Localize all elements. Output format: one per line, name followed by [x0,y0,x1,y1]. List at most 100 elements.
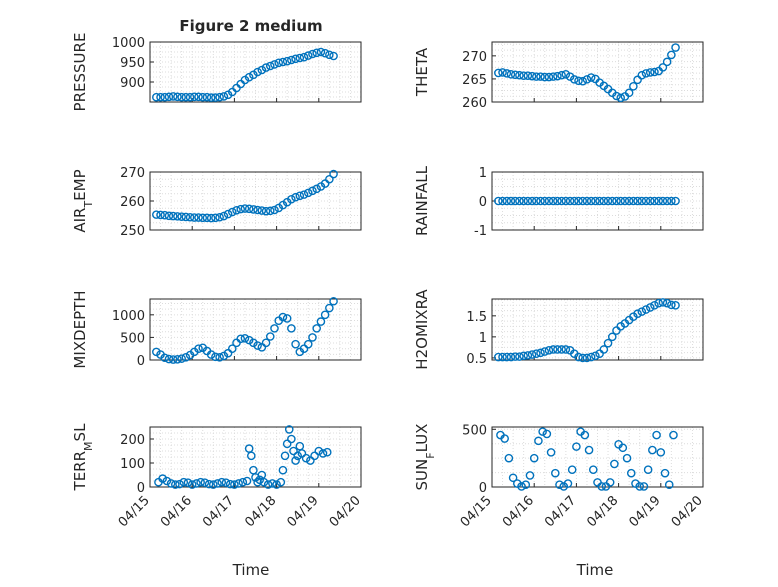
y-tick-label: 0 [137,354,145,369]
data-point [295,191,305,201]
data-point [641,69,651,78]
data-point [643,465,653,474]
data-point [325,50,334,60]
y-axis-label-subscript: M [82,441,95,451]
y-tick-label: 1 [479,166,487,181]
data-point [325,303,334,313]
data-point [582,353,592,363]
data-point [257,206,267,215]
data-point [654,196,663,206]
data-point [242,476,252,486]
data-point [538,427,547,436]
data-point [515,70,524,80]
data-point [219,351,229,361]
subplot-1: 900 950 1000 PRESSURE [71,33,362,111]
y-tick-label: 1 [479,331,487,346]
data-point [227,344,237,354]
data-point [287,55,296,65]
data-point [500,434,509,443]
y-axis-label: SUNFLUX [413,424,437,491]
data-point [249,338,258,348]
data-point [605,478,615,487]
data-point [569,75,579,84]
data-point [671,196,680,206]
data-point [574,76,583,86]
data-point [192,479,201,488]
data-point [517,482,526,491]
data-point [523,196,533,206]
data-point [289,446,298,456]
data-point [215,352,224,362]
data-point [152,210,161,219]
data-point [544,72,554,82]
data-point [591,196,600,206]
data-point [206,213,216,223]
data-point [664,480,674,489]
data-point [310,451,319,461]
y-tick-label: 100 [120,457,145,472]
data-point [223,348,233,358]
x-tick-label: 04/15 [458,493,495,530]
data-point [508,473,518,483]
data-point [253,205,262,215]
y-tick-label: 200 [120,433,145,448]
data-point [652,430,661,440]
y-axis-label-part: SUN [413,459,431,491]
data-point [580,430,590,440]
data-point [236,334,246,344]
data-point [234,479,243,488]
data-point [624,88,634,98]
data-point [225,479,235,489]
y-tick-label: 270 [462,50,487,65]
data-point [536,348,545,358]
data-point [498,68,507,77]
data-point [221,478,231,487]
data-point [312,48,321,58]
data-point [268,479,277,488]
y-axis-label-part: AIR [71,208,89,233]
axes-frame [149,426,362,488]
y-tick-label: 950 [120,56,145,71]
data-point [588,465,598,474]
data-point [658,63,668,72]
y-tick-label: 900 [120,76,145,91]
data-point [667,50,676,60]
subplot-7: 0 100 200 04/15 04/16 04/17 04/18 04/19 04/20 TER… [71,423,364,530]
data-point [240,334,250,343]
y-axis-label: MIXDEPTH [71,290,89,368]
data-point [584,445,594,455]
data-point [316,317,326,326]
data-point [297,449,307,458]
data-point [553,71,562,81]
data-point [179,477,189,487]
data-point [546,448,556,457]
data-point [633,309,642,319]
data-point [299,52,309,62]
data-point [196,477,205,487]
data-point [557,196,566,206]
data-point [527,350,537,359]
data-point [282,56,292,66]
data-point [650,301,659,310]
data-point [257,343,267,352]
data-point [162,476,172,486]
axes-frame [149,41,362,103]
data-point [314,446,324,456]
data-point [312,184,321,194]
y-tick-label: -1 [474,224,487,239]
data-point [563,479,573,488]
data-point [265,332,275,341]
data-point [662,57,672,67]
data-point [504,453,514,463]
data-point [540,196,550,206]
data-point [291,192,300,202]
data-point [287,324,296,333]
x-tick-label: 04/16 [500,493,537,530]
data-point [202,92,212,102]
data-point [240,204,250,213]
data-point [308,49,317,59]
data-point [502,196,512,206]
data-point [591,351,600,361]
data-point [561,345,571,354]
